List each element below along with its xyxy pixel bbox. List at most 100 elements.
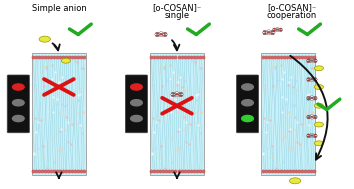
Circle shape [180,94,183,95]
Circle shape [310,60,313,61]
Circle shape [307,61,310,63]
Circle shape [314,117,317,119]
Circle shape [171,92,175,94]
Circle shape [179,92,183,94]
Circle shape [314,60,318,61]
Circle shape [314,136,317,138]
Circle shape [310,77,313,79]
Circle shape [12,100,24,106]
Circle shape [307,59,310,60]
Circle shape [276,30,279,32]
FancyBboxPatch shape [236,75,259,133]
Circle shape [263,33,267,35]
Circle shape [310,136,313,138]
Circle shape [263,30,267,32]
Circle shape [314,98,318,99]
Circle shape [306,60,309,61]
Circle shape [267,33,270,35]
Circle shape [61,58,70,63]
FancyBboxPatch shape [7,75,29,133]
Circle shape [273,30,276,32]
Circle shape [262,32,266,33]
Circle shape [280,29,283,30]
Text: [o-COSAN]⁻: [o-COSAN]⁻ [267,4,316,12]
Circle shape [314,80,317,81]
Circle shape [310,133,313,135]
Circle shape [307,98,310,100]
Circle shape [159,34,163,35]
Bar [261,53,315,175]
Circle shape [314,122,324,127]
Circle shape [272,32,275,33]
Circle shape [272,29,275,30]
Circle shape [12,115,24,122]
Bar [32,53,86,175]
Circle shape [159,35,163,37]
Circle shape [155,32,159,34]
Circle shape [267,30,270,32]
Circle shape [307,134,310,136]
Text: single: single [165,11,189,20]
Circle shape [155,34,158,35]
Circle shape [175,94,179,95]
Circle shape [314,59,317,60]
Circle shape [314,84,324,89]
Circle shape [271,33,274,35]
Circle shape [242,100,253,106]
Circle shape [131,115,142,122]
Circle shape [163,32,167,34]
Bar [150,53,204,175]
Circle shape [314,78,317,79]
Circle shape [310,79,313,80]
Circle shape [131,84,142,90]
Circle shape [155,35,159,37]
Circle shape [242,115,253,122]
Circle shape [175,92,179,94]
Circle shape [242,84,253,90]
Text: [o-COSAN]⁻: [o-COSAN]⁻ [152,4,202,12]
Circle shape [276,28,279,29]
Circle shape [273,28,276,29]
Circle shape [310,118,313,119]
Circle shape [314,116,318,118]
Circle shape [310,58,313,60]
Circle shape [310,116,313,118]
Circle shape [39,36,50,42]
Circle shape [307,96,310,98]
Circle shape [314,66,324,71]
Circle shape [314,79,318,80]
Circle shape [131,100,142,106]
Circle shape [314,134,317,136]
Circle shape [314,135,318,137]
Circle shape [314,103,324,108]
Circle shape [310,80,313,81]
Circle shape [290,178,301,184]
Text: cooperation: cooperation [267,11,317,20]
Text: Simple anion: Simple anion [32,4,86,12]
Circle shape [310,115,313,116]
Circle shape [307,78,310,79]
Circle shape [164,34,167,35]
Circle shape [310,61,313,63]
Circle shape [307,117,310,119]
Circle shape [175,95,179,97]
Circle shape [314,98,317,100]
Circle shape [314,61,317,63]
Circle shape [306,79,309,80]
Circle shape [314,141,324,146]
Circle shape [306,135,309,137]
Circle shape [159,32,163,33]
Circle shape [310,98,313,99]
Circle shape [307,115,310,117]
Circle shape [276,29,279,30]
Circle shape [171,95,175,97]
Circle shape [314,115,317,117]
Circle shape [179,95,183,97]
Circle shape [163,35,167,37]
Circle shape [310,96,313,98]
Circle shape [307,136,310,138]
Circle shape [12,84,24,90]
Circle shape [310,99,313,100]
Circle shape [267,32,270,33]
Circle shape [271,30,274,32]
